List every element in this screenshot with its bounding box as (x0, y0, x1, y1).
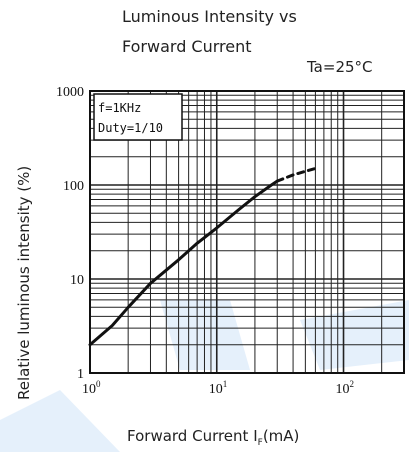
chart-condition: Ta=25°C (306, 58, 373, 76)
y-tick-label: 10 (70, 273, 84, 288)
watermark-shape-3 (300, 300, 409, 370)
x-tick-label: 101 (209, 379, 228, 397)
svg-text:Forward Current IF(mA): Forward Current IF(mA) (127, 427, 299, 448)
series-layer (88, 166, 317, 347)
legend-line-2: Duty=1/10 (98, 121, 163, 135)
legend-line-1: f=1KHz (98, 101, 141, 115)
x-axis-label-main: Forward Current I (127, 427, 258, 445)
plot-frame (89, 90, 405, 374)
series-line-solid (88, 179, 279, 347)
chart-title-line-1: Luminous Intensity vs (122, 7, 297, 26)
y-tick-label: 1000 (56, 85, 84, 100)
x-tick-labels: 100 101 102 (82, 379, 354, 397)
x-axis-label-subscript: F (258, 438, 263, 448)
x-tick-label: 100 (82, 379, 101, 397)
y-tick-label: 100 (63, 179, 84, 194)
watermark-shape-2 (160, 300, 250, 370)
x-tick-label: 102 (336, 379, 355, 397)
x-axis-label-unit: (mA) (263, 427, 300, 445)
legend-box (93, 93, 183, 141)
series-line-dashed (275, 166, 317, 183)
x-axis-label: Forward Current IF(mA) (127, 427, 299, 448)
chart-title-line-2: Forward Current (122, 37, 252, 56)
legend: f=1KHz Duty=1/10 (93, 93, 183, 141)
y-axis-label: Relative luminous intensity (%) (15, 166, 33, 400)
y-tick-labels: 1 10 100 1000 (56, 85, 84, 382)
y-tick-label: 1 (77, 367, 84, 382)
watermark-shape-1 (0, 390, 120, 452)
